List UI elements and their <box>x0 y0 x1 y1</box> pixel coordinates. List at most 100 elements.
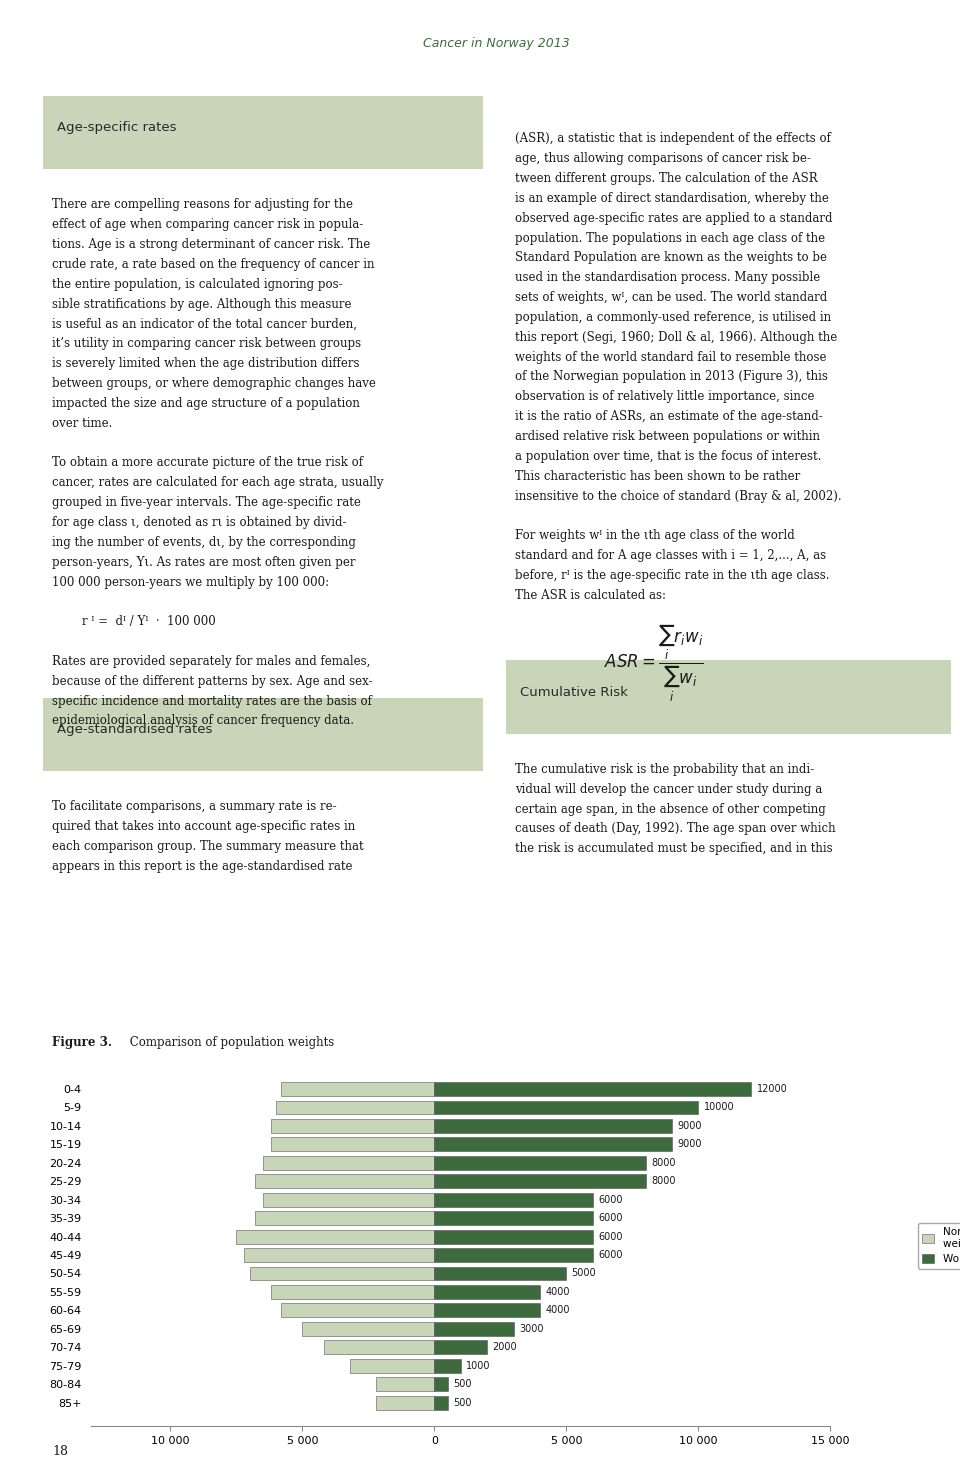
Text: for age class ι, denoted as rι is obtained by divid-: for age class ι, denoted as rι is obtain… <box>52 516 347 529</box>
Text: Standard Population are known as the weights to be: Standard Population are known as the wei… <box>516 251 828 265</box>
Text: $ASR = \dfrac{\sum_i r_i w_i}{\sum_i w_i}$: $ASR = \dfrac{\sum_i r_i w_i}{\sum_i w_i… <box>605 623 705 704</box>
Text: 4000: 4000 <box>545 1305 570 1316</box>
Bar <box>434 1358 461 1373</box>
Bar <box>244 1248 434 1261</box>
Text: This characteristic has been shown to be rather: This characteristic has been shown to be… <box>516 470 801 482</box>
Bar <box>254 1175 434 1188</box>
Text: quired that takes into account age-specific rates in: quired that takes into account age-speci… <box>52 820 355 833</box>
Text: over time.: over time. <box>52 417 112 429</box>
Text: specific incidence and mortality rates are the basis of: specific incidence and mortality rates a… <box>52 695 372 707</box>
Bar <box>434 1211 592 1225</box>
Text: used in the standardisation process. Many possible: used in the standardisation process. Man… <box>516 270 821 284</box>
Text: impacted the size and age structure of a population: impacted the size and age structure of a… <box>52 397 360 410</box>
Bar <box>434 1377 447 1391</box>
Text: 6000: 6000 <box>598 1213 623 1223</box>
Text: grouped in five-year intervals. The age-specific rate: grouped in five-year intervals. The age-… <box>52 497 361 509</box>
Bar <box>281 1082 434 1097</box>
Bar <box>434 1304 540 1317</box>
Text: the entire population, is calculated ignoring pos-: the entire population, is calculated ign… <box>52 278 343 291</box>
Text: Cancer in Norway 2013: Cancer in Norway 2013 <box>423 37 570 50</box>
Bar <box>434 1155 645 1170</box>
Bar <box>434 1230 592 1244</box>
Text: The cumulative risk is the probability that an indi-: The cumulative risk is the probability t… <box>516 763 814 776</box>
Text: 9000: 9000 <box>678 1122 702 1130</box>
Bar <box>434 1138 672 1151</box>
Bar <box>271 1285 434 1299</box>
Text: before, rᴵ is the age-specific rate in the ιth age class.: before, rᴵ is the age-specific rate in t… <box>516 569 829 582</box>
Text: the risk is accumulated must be specified, and in this: the risk is accumulated must be specifie… <box>516 842 833 856</box>
Text: Rates are provided separately for males and females,: Rates are provided separately for males … <box>52 656 371 667</box>
Text: appears in this report is the age-standardised rate: appears in this report is the age-standa… <box>52 860 352 873</box>
Text: certain age span, in the absence of other competing: certain age span, in the absence of othe… <box>516 803 826 816</box>
Bar <box>434 1119 672 1133</box>
Bar <box>434 1341 487 1354</box>
Text: 6000: 6000 <box>598 1195 623 1205</box>
Text: is an example of direct standardisation, whereby the: is an example of direct standardisation,… <box>516 193 829 204</box>
Text: 6000: 6000 <box>598 1232 623 1242</box>
Text: person-years, Yι. As rates are most often given per: person-years, Yι. As rates are most ofte… <box>52 556 355 569</box>
Bar <box>376 1377 434 1391</box>
Text: To obtain a more accurate picture of the true risk of: To obtain a more accurate picture of the… <box>52 456 363 469</box>
Text: sets of weights, wᴵ, can be used. The world standard: sets of weights, wᴵ, can be used. The wo… <box>516 291 828 304</box>
Text: Age-standardised rates: Age-standardised rates <box>57 723 212 736</box>
Text: Figure 3.: Figure 3. <box>52 1036 112 1050</box>
Bar <box>324 1341 434 1354</box>
Text: (ASR), a statistic that is independent of the effects of: (ASR), a statistic that is independent o… <box>516 132 831 146</box>
Text: because of the different patterns by sex. Age and sex-: because of the different patterns by sex… <box>52 675 372 688</box>
Text: ardised relative risk between populations or within: ardised relative risk between population… <box>516 429 821 442</box>
FancyBboxPatch shape <box>43 96 483 169</box>
Text: population, a commonly-used reference, is utilised in: population, a commonly-used reference, i… <box>516 312 831 323</box>
Text: each comparison group. The summary measure that: each comparison group. The summary measu… <box>52 841 364 853</box>
Bar <box>302 1322 434 1336</box>
Text: 8000: 8000 <box>651 1158 676 1167</box>
Bar <box>271 1119 434 1133</box>
Text: observed age-specific rates are applied to a standard: observed age-specific rates are applied … <box>516 212 833 225</box>
Text: 500: 500 <box>453 1379 471 1389</box>
Bar <box>434 1175 645 1188</box>
Bar <box>434 1248 592 1261</box>
FancyBboxPatch shape <box>43 698 483 772</box>
Text: 500: 500 <box>453 1398 471 1408</box>
Text: this report (Segi, 1960; Doll & al, 1966). Although the: this report (Segi, 1960; Doll & al, 1966… <box>516 331 837 344</box>
Text: causes of death (Day, 1992). The age span over which: causes of death (Day, 1992). The age spa… <box>516 823 836 835</box>
Text: crude rate, a rate based on the frequency of cancer in: crude rate, a rate based on the frequenc… <box>52 259 374 270</box>
Bar <box>250 1267 434 1280</box>
Bar <box>434 1192 592 1207</box>
Bar <box>271 1138 434 1151</box>
Text: 9000: 9000 <box>678 1139 702 1150</box>
Text: standard and for A age classes with i = 1, 2,..., A, as: standard and for A age classes with i = … <box>516 550 827 562</box>
Text: age, thus allowing comparisons of cancer risk be-: age, thus allowing comparisons of cancer… <box>516 153 811 165</box>
Text: between groups, or where demographic changes have: between groups, or where demographic cha… <box>52 376 376 390</box>
Bar <box>376 1395 434 1410</box>
Text: 3000: 3000 <box>518 1324 543 1333</box>
Text: To facilitate comparisons, a summary rate is re-: To facilitate comparisons, a summary rat… <box>52 801 337 813</box>
Text: it’s utility in comparing cancer risk between groups: it’s utility in comparing cancer risk be… <box>52 338 361 350</box>
Text: 8000: 8000 <box>651 1176 676 1186</box>
Text: r ᴵ =  dᴵ / Yᴵ  ·  100 000: r ᴵ = dᴵ / Yᴵ · 100 000 <box>52 614 216 628</box>
Text: observation is of relatively little importance, since: observation is of relatively little impo… <box>516 390 815 403</box>
Text: 5000: 5000 <box>571 1269 596 1279</box>
Text: vidual will develop the cancer under study during a: vidual will develop the cancer under stu… <box>516 784 823 795</box>
Bar <box>434 1395 447 1410</box>
Text: 10000: 10000 <box>704 1102 734 1113</box>
Bar <box>434 1322 514 1336</box>
Text: cancer, rates are calculated for each age strata, usually: cancer, rates are calculated for each ag… <box>52 476 384 490</box>
Legend: Norwegian population
weights 2013, World standard: Norwegian population weights 2013, World… <box>918 1223 960 1269</box>
Bar <box>434 1101 698 1114</box>
Bar <box>263 1155 434 1170</box>
Text: Age-specific rates: Age-specific rates <box>57 122 177 134</box>
Text: For weights wᴵ in the ιth age class of the world: For weights wᴵ in the ιth age class of t… <box>516 529 795 542</box>
Bar <box>434 1285 540 1299</box>
Text: 18: 18 <box>52 1445 68 1458</box>
Text: of the Norwegian population in 2013 (Figure 3), this: of the Norwegian population in 2013 (Fig… <box>516 370 828 384</box>
Text: it is the ratio of ASRs, an estimate of the age-stand-: it is the ratio of ASRs, an estimate of … <box>516 410 823 423</box>
Text: is severely limited when the age distribution differs: is severely limited when the age distrib… <box>52 357 360 370</box>
Text: The ASR is calculated as:: The ASR is calculated as: <box>516 588 666 601</box>
Text: a population over time, that is the focus of interest.: a population over time, that is the focu… <box>516 450 822 463</box>
Text: tween different groups. The calculation of the ASR: tween different groups. The calculation … <box>516 172 818 185</box>
Text: Data sources / methods: Data sources / methods <box>11 666 20 804</box>
Text: is useful as an indicator of the total cancer burden,: is useful as an indicator of the total c… <box>52 318 357 331</box>
Text: population. The populations in each age class of the: population. The populations in each age … <box>516 231 826 244</box>
Bar <box>254 1211 434 1225</box>
Bar <box>276 1101 434 1114</box>
